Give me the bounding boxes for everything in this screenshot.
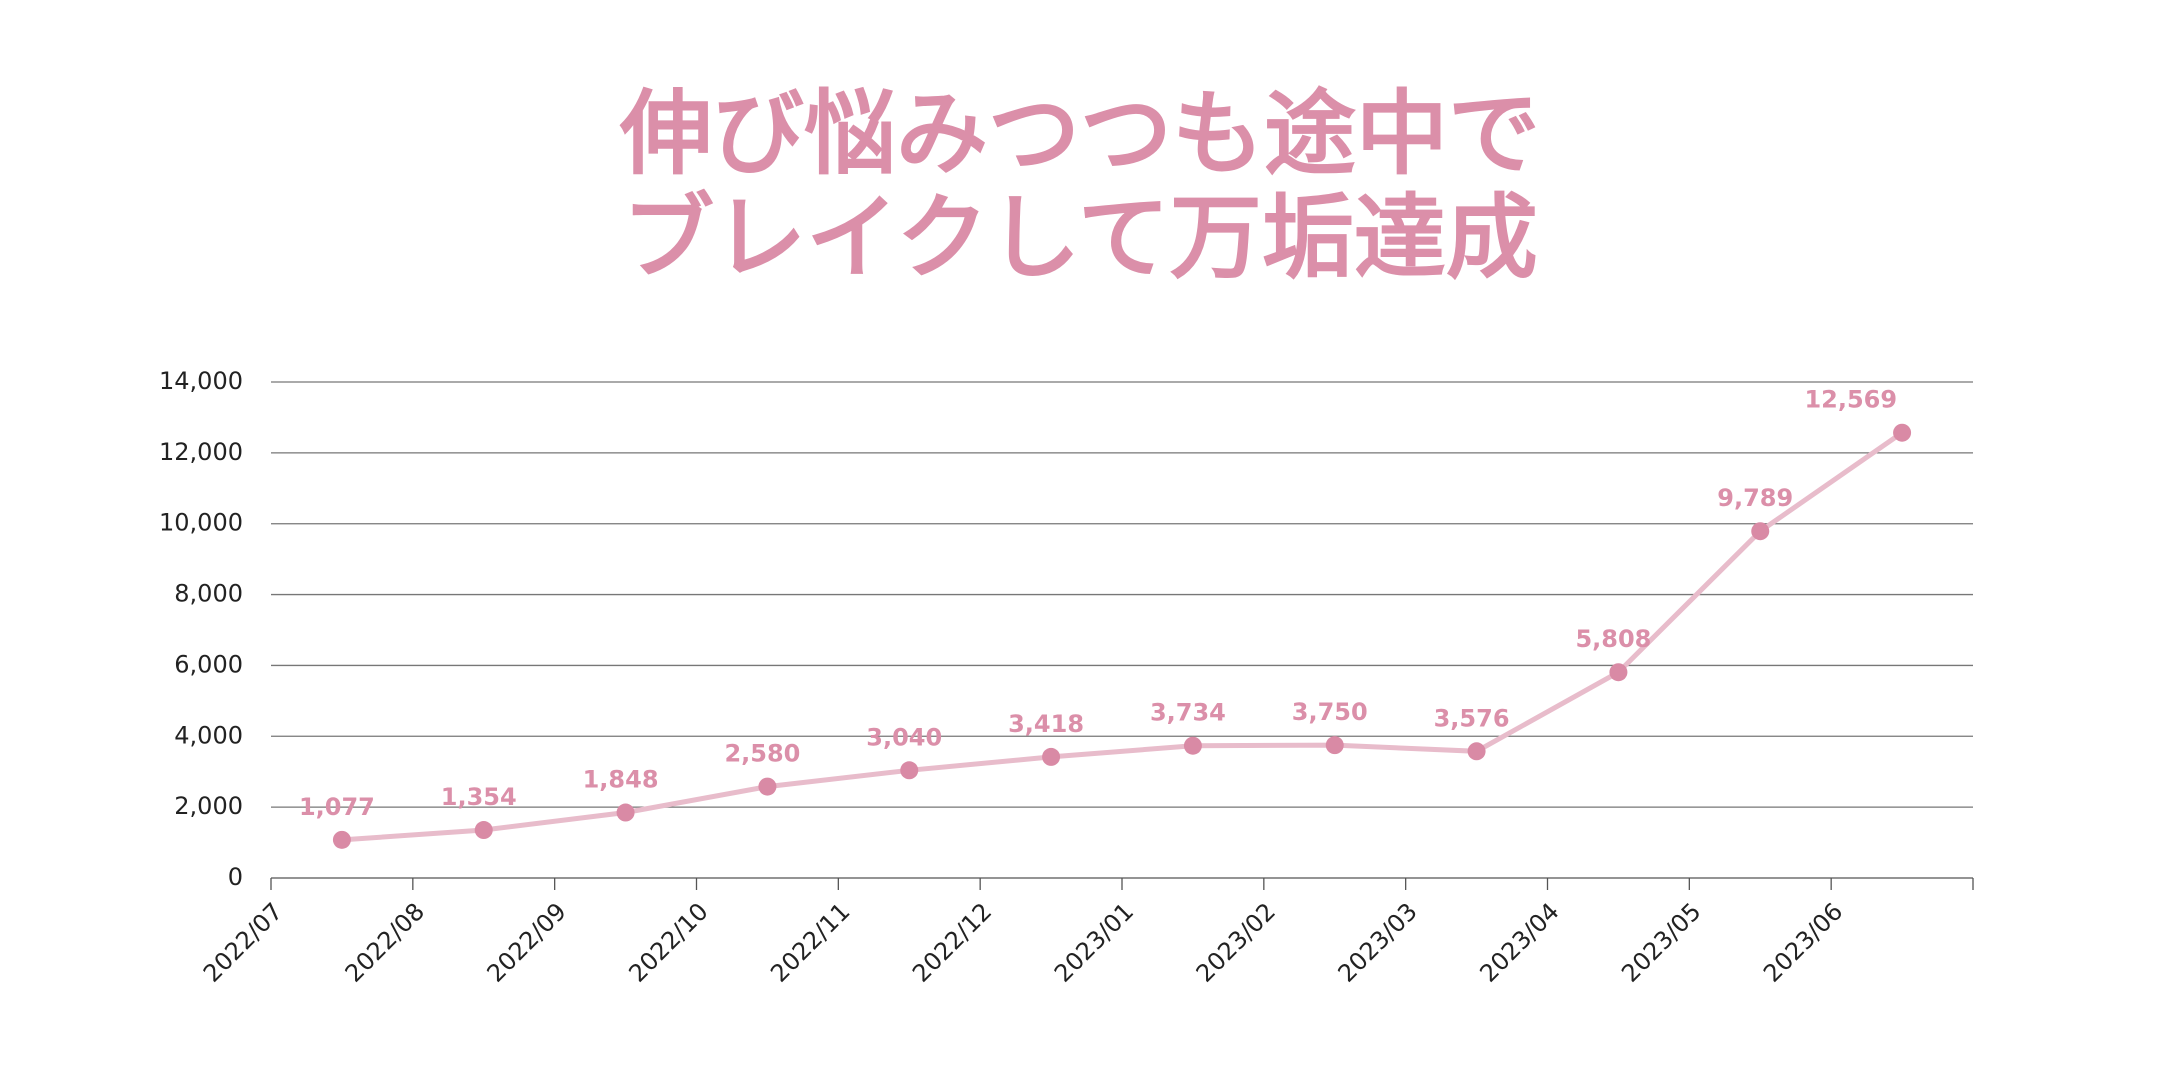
marker xyxy=(1609,663,1628,682)
data-label: 3,750 xyxy=(1292,698,1368,726)
data-label: 1,354 xyxy=(441,783,517,811)
y-tick-label: 2,000 xyxy=(174,792,243,820)
x-tick-label: 2023/01 xyxy=(1049,897,1139,987)
y-tick-label: 14,000 xyxy=(159,367,243,395)
marker xyxy=(616,803,635,822)
marker xyxy=(1042,747,1061,766)
x-tick-label: 2022/07 xyxy=(198,897,288,987)
x-tick-label: 2022/12 xyxy=(907,897,997,987)
marker xyxy=(1467,742,1486,761)
y-tick-label: 10,000 xyxy=(159,509,243,537)
y-tick-label: 8,000 xyxy=(174,580,243,608)
marker xyxy=(1183,736,1202,755)
chart-title: ブレイクして万垢達成 xyxy=(622,184,1537,291)
x-tick-label: 2023/04 xyxy=(1474,897,1564,987)
y-tick-label: 0 xyxy=(228,863,243,891)
y-tick-label: 6,000 xyxy=(174,650,243,678)
data-label: 5,808 xyxy=(1575,625,1651,653)
data-label: 12,569 xyxy=(1804,386,1897,414)
y-tick-label: 12,000 xyxy=(159,438,243,466)
marker xyxy=(900,761,919,780)
marker xyxy=(1751,522,1770,541)
x-tick-label: 2022/11 xyxy=(765,897,855,987)
marker xyxy=(1325,736,1344,755)
data-label: 3,734 xyxy=(1150,699,1226,727)
x-tick-label: 2023/02 xyxy=(1191,897,1281,987)
marker xyxy=(758,777,777,796)
data-label: 1,077 xyxy=(299,793,375,821)
x-tick-label: 2022/08 xyxy=(340,897,430,987)
x-tick-label: 2023/03 xyxy=(1333,897,1423,987)
x-tick-label: 2023/06 xyxy=(1758,897,1848,987)
data-label: 2,580 xyxy=(724,740,800,768)
marker xyxy=(474,821,493,840)
y-tick-label: 4,000 xyxy=(174,721,243,749)
data-label: 1,848 xyxy=(583,766,659,794)
x-tick-label: 2022/09 xyxy=(482,897,572,987)
marker xyxy=(332,830,351,849)
x-tick-label: 2022/10 xyxy=(623,897,713,987)
data-label: 3,418 xyxy=(1008,710,1084,738)
line xyxy=(341,430,1904,843)
data-label: 3,576 xyxy=(1434,704,1510,732)
x-tick-label: 2023/05 xyxy=(1616,897,1706,987)
data-label: 3,040 xyxy=(866,723,942,751)
marker xyxy=(1893,423,1912,442)
data-label: 9,789 xyxy=(1717,484,1793,512)
chart-title: 伸び悩みつつも途中で xyxy=(619,80,1540,187)
